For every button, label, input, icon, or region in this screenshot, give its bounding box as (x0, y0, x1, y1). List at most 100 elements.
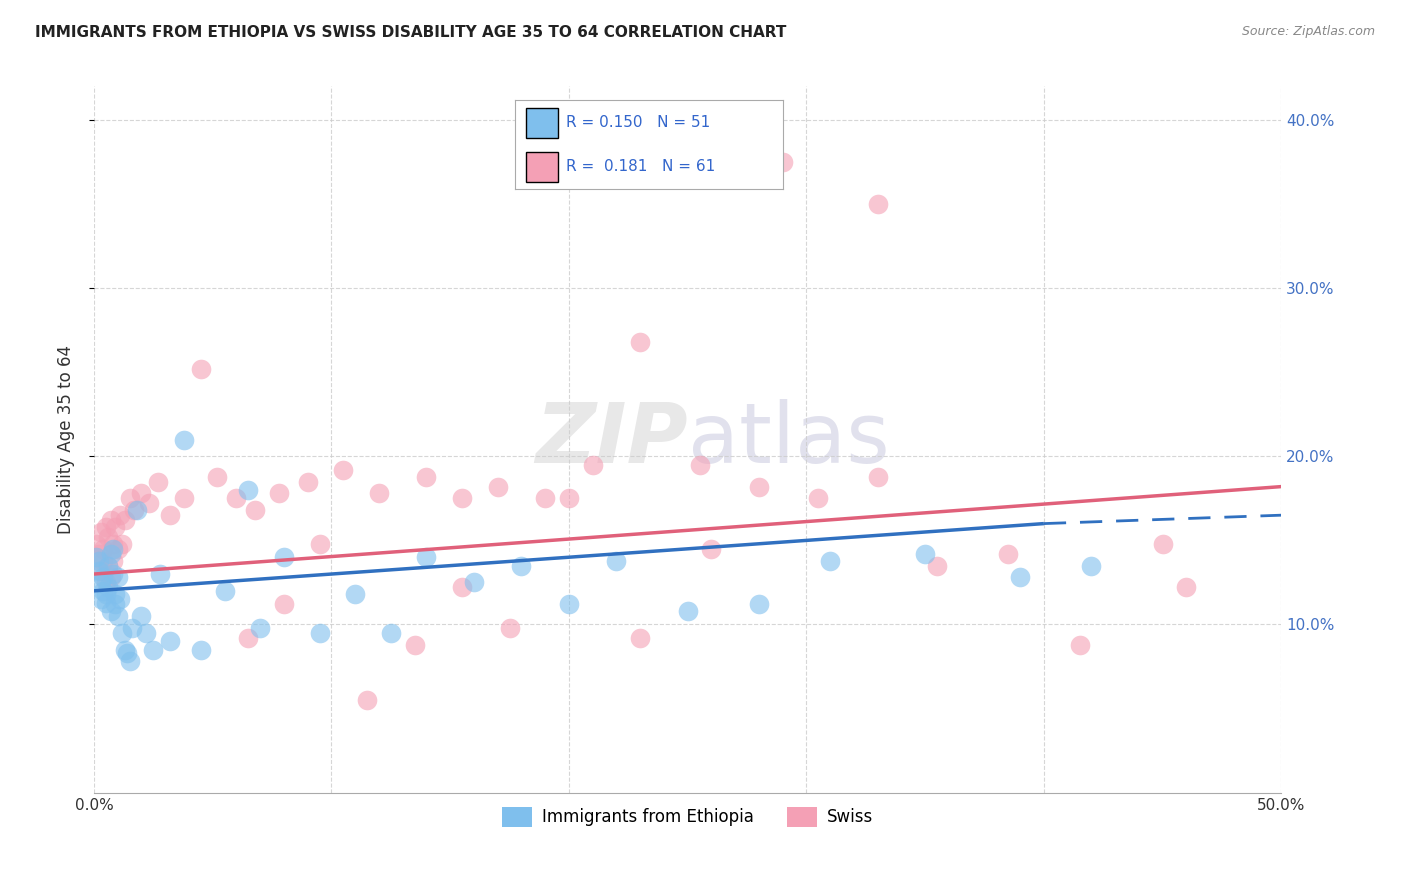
Point (308, 537, 330, 551)
Point (87, 553, 110, 567)
Point (214, 583, 236, 598)
Point (748, 480, 770, 494)
Point (190, 362, 212, 376)
Point (173, 491, 195, 506)
Point (124, 503, 146, 517)
Point (131, 609, 153, 624)
Point (104, 597, 127, 611)
Point (93, 541, 115, 556)
Point (114, 513, 136, 527)
Point (510, 558, 533, 573)
Point (368, 486, 391, 500)
Point (97, 530, 120, 544)
Point (100, 547, 122, 561)
Point (94, 575, 117, 590)
Point (1010, 570, 1032, 584)
Point (111, 537, 134, 551)
Point (149, 567, 172, 582)
Point (97, 558, 120, 573)
Point (107, 541, 129, 556)
Point (225, 491, 247, 506)
Point (173, 433, 195, 447)
Text: ZIP: ZIP (536, 399, 688, 480)
Point (107, 570, 129, 584)
Point (925, 558, 948, 573)
Point (997, 547, 1019, 561)
Point (107, 609, 129, 624)
Point (463, 575, 485, 590)
Point (332, 463, 354, 477)
Point (676, 604, 699, 618)
Text: IMMIGRANTS FROM ETHIOPIA VS SWISS DISABILITY AGE 35 TO 64 CORRELATION CHART: IMMIGRANTS FROM ETHIOPIA VS SWISS DISABI… (35, 25, 786, 40)
Point (415, 469, 437, 483)
Point (142, 642, 165, 657)
Point (118, 491, 141, 506)
Point (273, 597, 295, 611)
Point (486, 480, 509, 494)
Point (135, 626, 157, 640)
Point (97, 558, 120, 573)
Point (818, 553, 841, 567)
Point (249, 621, 271, 635)
Legend: Immigrants from Ethiopia, Swiss: Immigrants from Ethiopia, Swiss (495, 800, 880, 834)
Point (115, 646, 138, 660)
Point (100, 513, 122, 527)
Point (121, 621, 143, 635)
Point (84, 537, 107, 551)
Point (558, 491, 581, 506)
Point (100, 604, 122, 618)
Point (125, 503, 148, 517)
Point (380, 626, 402, 640)
Point (628, 631, 651, 645)
Point (159, 634, 181, 648)
Point (114, 642, 136, 657)
Point (1175, 581, 1198, 595)
Point (1080, 558, 1102, 573)
Point (87, 547, 110, 561)
Point (93, 570, 115, 584)
Point (356, 693, 378, 707)
Point (94, 596, 117, 610)
Point (104, 587, 127, 601)
Point (605, 553, 627, 567)
Point (90, 592, 112, 607)
Point (101, 541, 124, 556)
Point (914, 547, 936, 561)
Point (748, 597, 770, 611)
Point (108, 592, 131, 607)
Point (1069, 638, 1091, 652)
Point (101, 553, 124, 567)
Point (269, 486, 291, 500)
Point (131, 486, 153, 500)
Point (90, 575, 112, 590)
Point (628, 334, 651, 349)
Point (245, 503, 267, 517)
Point (87, 564, 110, 578)
Point (415, 550, 437, 565)
Point (238, 631, 260, 645)
Point (238, 483, 260, 497)
Y-axis label: Disability Age 35 to 64: Disability Age 35 to 64 (58, 345, 75, 534)
Point (772, 155, 794, 169)
Point (93, 553, 115, 567)
Text: atlas: atlas (688, 399, 890, 480)
Point (582, 458, 605, 472)
Point (866, 469, 889, 483)
Point (308, 626, 330, 640)
Point (1152, 537, 1174, 551)
Point (807, 491, 830, 506)
Text: Source: ZipAtlas.com: Source: ZipAtlas.com (1241, 25, 1375, 38)
Point (94, 520, 117, 534)
Point (111, 626, 134, 640)
Point (558, 597, 581, 611)
Point (190, 642, 212, 657)
Point (138, 496, 160, 510)
Point (297, 475, 319, 489)
Point (689, 458, 711, 472)
Point (451, 491, 474, 506)
Point (118, 655, 141, 669)
Point (404, 638, 426, 652)
Point (498, 621, 520, 635)
Point (101, 537, 124, 551)
Point (90, 524, 112, 539)
